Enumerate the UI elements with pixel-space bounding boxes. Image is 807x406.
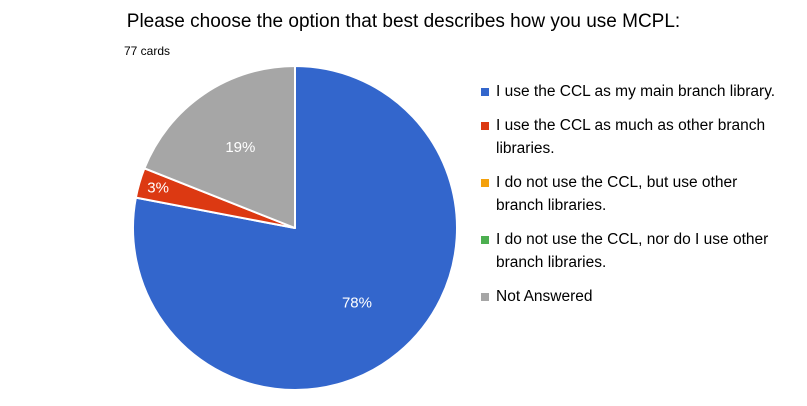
legend-item-0: I use the CCL as my main branch library.	[481, 80, 781, 103]
pie-data-label-4: 19%	[225, 139, 255, 156]
legend-item-1: I use the CCL as much as other branch li…	[481, 114, 781, 160]
pie-slices	[132, 65, 458, 391]
legend-swatch	[481, 293, 489, 301]
pie-data-labels: 78% 3% 19%	[147, 139, 372, 311]
chart-legend: I use the CCL as my main branch library.…	[481, 80, 781, 319]
pie-data-label-0: 78%	[342, 294, 372, 311]
legend-swatch	[481, 179, 489, 187]
legend-swatch	[481, 122, 489, 130]
pie-slice-4	[143, 65, 296, 229]
chart-subtitle: 77 cards	[124, 44, 171, 58]
legend-label: I do not use the CCL, nor do I use other…	[496, 231, 769, 271]
legend-swatch	[481, 88, 489, 96]
chart-title: Please choose the option that best descr…	[126, 11, 681, 32]
legend-item-3: I do not use the CCL, nor do I use other…	[481, 228, 781, 274]
legend-label: I use the CCL as my main branch library.	[496, 83, 776, 100]
legend-item-4: Not Answered	[481, 285, 781, 308]
legend-swatch	[481, 236, 489, 244]
legend-item-2: I do not use the CCL, but use other bran…	[481, 171, 781, 217]
legend-label: I do not use the CCL, but use other bran…	[496, 174, 738, 214]
legend-label: Not Answered	[496, 288, 593, 305]
legend-label: I use the CCL as much as other branch li…	[496, 117, 766, 157]
pie-data-label-1: 3%	[147, 180, 169, 197]
